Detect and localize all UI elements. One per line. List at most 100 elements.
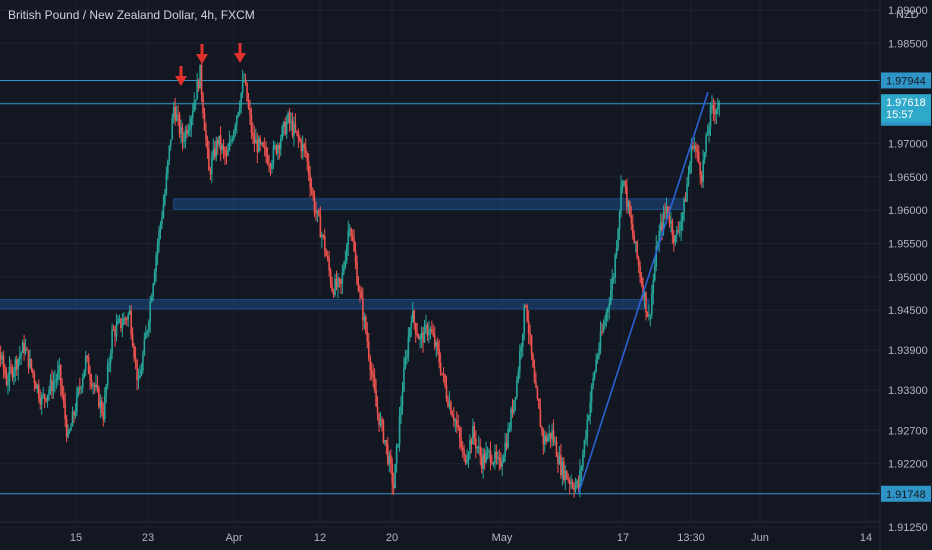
candle-body xyxy=(299,138,301,142)
chart-title: British Pound / New Zealand Dollar, 4h, … xyxy=(8,8,255,22)
candle-body xyxy=(634,241,637,244)
candle-body xyxy=(460,437,462,448)
candle-body xyxy=(413,310,416,324)
price-axis-panel xyxy=(880,0,932,550)
candle-body xyxy=(0,353,2,360)
candle-body xyxy=(120,318,122,328)
candle-body xyxy=(464,455,467,464)
candle-body xyxy=(294,123,297,131)
candle-body xyxy=(279,139,282,149)
candle-body xyxy=(81,377,84,388)
current-price-label: 1.97618 xyxy=(886,97,926,109)
candle-body xyxy=(341,272,344,284)
candle-body xyxy=(457,425,460,428)
candle-body xyxy=(519,351,521,372)
candle-body xyxy=(411,310,414,322)
candle-body xyxy=(159,224,162,231)
candle-body xyxy=(62,394,65,403)
candle-body xyxy=(674,235,677,243)
candle-body xyxy=(29,358,31,368)
candle-body xyxy=(67,431,69,437)
candle-body xyxy=(455,420,458,426)
candle-body xyxy=(586,419,589,438)
candle-body xyxy=(162,204,165,218)
candle-body xyxy=(630,215,633,224)
candle-body xyxy=(250,115,253,133)
candle-body xyxy=(219,135,222,150)
candle-body xyxy=(169,139,172,146)
candle-body xyxy=(659,222,662,232)
candle-body xyxy=(282,121,285,127)
price-tick-label: 1.95500 xyxy=(888,238,928,250)
candle-body xyxy=(567,479,570,481)
candle-body xyxy=(112,329,115,331)
candle-body xyxy=(629,201,631,216)
candle-body xyxy=(240,93,242,108)
candle-body xyxy=(671,220,674,236)
candle-body xyxy=(347,231,350,245)
candle-body xyxy=(90,380,93,387)
candle-body xyxy=(690,145,693,164)
candle-body xyxy=(80,387,83,389)
candle-body xyxy=(325,251,328,256)
candle-body xyxy=(190,117,193,127)
candle-body xyxy=(1,355,3,360)
candle-body xyxy=(473,426,476,439)
candle-body xyxy=(5,375,8,385)
candle-body xyxy=(83,369,86,378)
candle-body xyxy=(255,139,257,144)
candle-body xyxy=(278,145,281,149)
candle-body xyxy=(153,272,156,285)
candle-body xyxy=(442,373,445,375)
candle-body xyxy=(196,80,198,100)
candle-body xyxy=(125,319,128,321)
candle-body xyxy=(524,305,527,307)
candle-body xyxy=(417,335,420,340)
candle-body xyxy=(313,195,316,213)
candle-body xyxy=(137,378,140,381)
candle-body xyxy=(301,144,304,152)
candle-body xyxy=(237,112,240,117)
candle-body xyxy=(587,416,590,420)
candle-body xyxy=(152,284,154,298)
candle-body xyxy=(337,278,339,288)
candle-body xyxy=(86,356,88,358)
candle-body xyxy=(516,379,518,398)
candle-body xyxy=(186,129,188,134)
candle-body xyxy=(354,250,357,263)
candle-body xyxy=(124,318,127,320)
candle-body xyxy=(675,230,678,236)
candle-body xyxy=(602,325,605,333)
candle-body xyxy=(293,123,295,136)
candle-body xyxy=(277,145,279,154)
candle-body xyxy=(316,210,319,213)
candle-body xyxy=(645,291,647,313)
candle-body xyxy=(98,388,100,408)
time-tick-label: 17 xyxy=(617,532,629,544)
candle-body xyxy=(693,146,696,149)
candle-body xyxy=(131,334,134,347)
price-tick-label: 1.93300 xyxy=(888,385,928,397)
candle-body xyxy=(33,373,36,383)
arrow-down-icon xyxy=(234,43,246,63)
candle-body xyxy=(215,140,218,157)
candle-body xyxy=(319,215,322,238)
candle-body xyxy=(231,139,234,141)
candle-body xyxy=(74,411,77,416)
candle-body xyxy=(392,483,395,489)
current-price-tag xyxy=(881,94,931,123)
candle-body xyxy=(542,429,545,445)
price-tick-label: 1.96500 xyxy=(888,172,928,184)
candle-body xyxy=(259,138,262,144)
candle-body xyxy=(397,443,399,447)
candle-body xyxy=(469,439,471,454)
candle-body xyxy=(356,262,358,284)
price-tick-label: 1.93900 xyxy=(888,345,928,357)
candle-body xyxy=(193,101,196,112)
candle-body xyxy=(372,373,374,378)
candle-body xyxy=(15,359,18,370)
candle-body xyxy=(296,130,298,133)
candle-body xyxy=(187,129,190,134)
candle-body xyxy=(416,333,418,336)
